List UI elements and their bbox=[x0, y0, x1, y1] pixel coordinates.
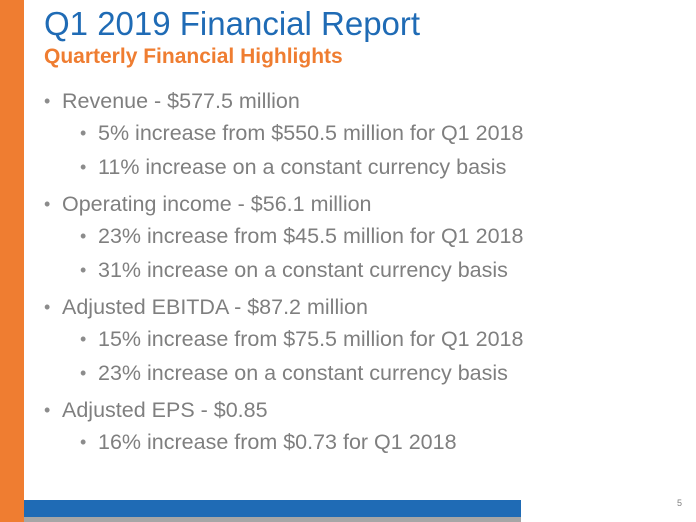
bullet-dot-icon: • bbox=[80, 226, 87, 246]
bullet-dot-icon: • bbox=[44, 194, 51, 214]
sub-bullet-text: 31% increase on a constant currency basi… bbox=[98, 257, 508, 282]
bullet-text: Operating income - $56.1 million bbox=[62, 192, 372, 216]
bullet-dot-icon: • bbox=[80, 432, 87, 452]
bullet-text: Adjusted EPS - $0.85 bbox=[62, 398, 268, 422]
sub-bullet-text: 15% increase from $75.5 million for Q1 2… bbox=[98, 327, 524, 351]
bullet-dot-icon: • bbox=[44, 297, 51, 317]
sub-bullet: • 11% increase on a constant currency ba… bbox=[44, 151, 523, 185]
bullet-dot-icon: • bbox=[80, 123, 87, 143]
highlights-list: • Revenue - $577.5 million • 5% increase… bbox=[44, 86, 523, 460]
slide-title: Q1 2019 Financial Report bbox=[44, 5, 421, 42]
bullet-dot-icon: • bbox=[80, 329, 87, 349]
footer-blue-bar bbox=[24, 500, 521, 517]
bullet-dot-icon: • bbox=[80, 362, 87, 383]
sub-bullet-text: 16% increase from $0.73 for Q1 2018 bbox=[98, 430, 457, 454]
bullet-text: Adjusted EBITDA - $87.2 million bbox=[62, 295, 368, 319]
sub-bullet: • 23% increase from $45.5 million for Q1… bbox=[44, 220, 523, 254]
page-number: 5 bbox=[676, 498, 682, 508]
sub-bullet-text: 5% increase from $550.5 million for Q1 2… bbox=[98, 121, 524, 145]
footer-gray-bar bbox=[24, 517, 521, 522]
bullet-adjusted-eps: • Adjusted EPS - $0.85 bbox=[44, 395, 523, 426]
left-accent-stripe bbox=[0, 0, 24, 522]
bullet-dot-icon: • bbox=[44, 91, 51, 111]
slide-subtitle: Quarterly Financial Highlights bbox=[44, 45, 343, 68]
bullet-revenue: • Revenue - $577.5 million bbox=[44, 86, 523, 117]
bullet-dot-icon: • bbox=[80, 259, 87, 280]
sub-bullet: • 23% increase on a constant currency ba… bbox=[44, 357, 523, 391]
sub-bullet-text: 23% increase from $45.5 million for Q1 2… bbox=[98, 224, 524, 248]
bullet-dot-icon: • bbox=[44, 400, 51, 420]
bullet-adjusted-ebitda: • Adjusted EBITDA - $87.2 million bbox=[44, 292, 523, 323]
bullet-text: Revenue - $577.5 million bbox=[62, 89, 300, 113]
sub-bullet: • 31% increase on a constant currency ba… bbox=[44, 254, 523, 288]
sub-bullet-text: 23% increase on a constant currency basi… bbox=[98, 360, 508, 385]
bullet-operating-income: • Operating income - $56.1 million bbox=[44, 189, 523, 220]
sub-bullet: • 16% increase from $0.73 for Q1 2018 bbox=[44, 426, 523, 460]
sub-bullet: • 15% increase from $75.5 million for Q1… bbox=[44, 323, 523, 357]
sub-bullet: • 5% increase from $550.5 million for Q1… bbox=[44, 117, 523, 151]
bullet-dot-icon: • bbox=[80, 156, 87, 177]
sub-bullet-text: 11% increase on a constant currency basi… bbox=[98, 154, 507, 179]
